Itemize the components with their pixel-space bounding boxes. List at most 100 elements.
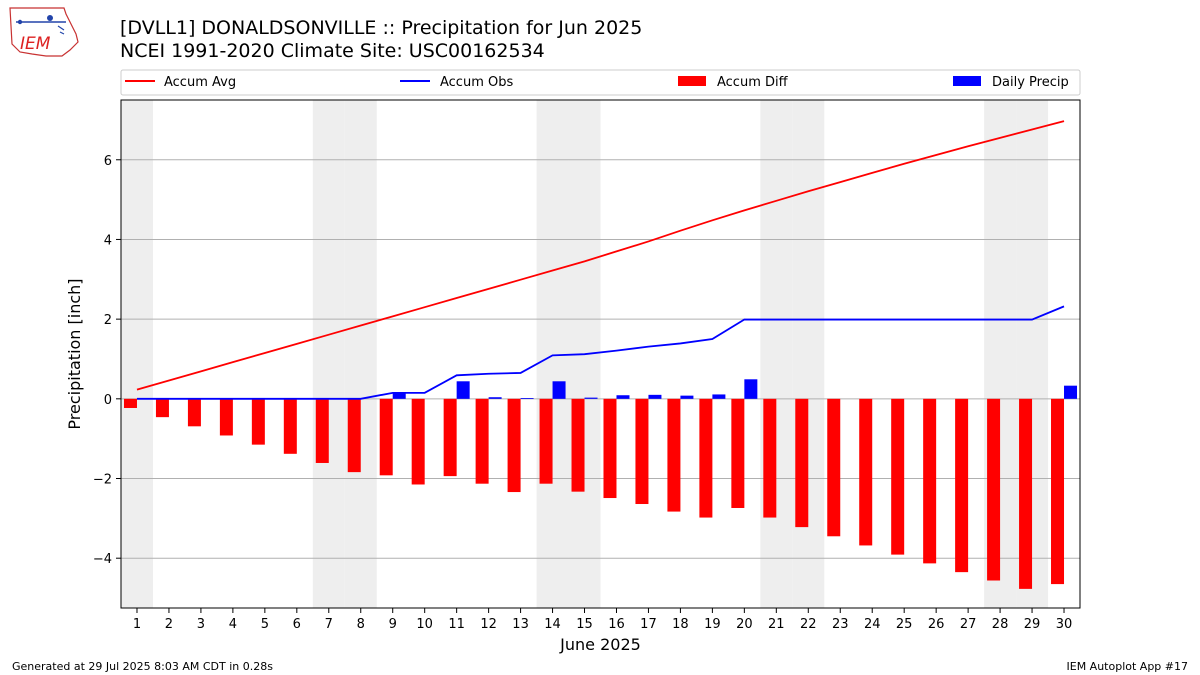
accum-obs-line <box>136 305 1065 400</box>
daily-precip-bar-day-20 <box>744 379 758 399</box>
daily-precip-bar-day-14 <box>552 381 566 399</box>
accum-diff-bar-day-21 <box>763 398 777 518</box>
daily-precip-bar-day-16 <box>616 395 630 399</box>
x-tick-label-16: 16 <box>608 617 625 632</box>
chart-title: [DVLL1] DONALDSONVILLE :: Precipitation … <box>120 17 643 39</box>
accum-diff-bar-day-10 <box>411 398 425 485</box>
x-tick-label-24: 24 <box>864 617 881 632</box>
x-tick-label-28: 28 <box>992 617 1009 632</box>
x-tick-label-26: 26 <box>928 617 945 632</box>
accum-diff-bar-day-8 <box>347 398 361 473</box>
accum-diff-bar-day-1 <box>123 398 137 408</box>
x-tick-label-13: 13 <box>512 617 529 632</box>
x-tick-label-22: 22 <box>800 617 817 632</box>
accum-diff-bar-day-6 <box>283 398 297 454</box>
x-tick-label-25: 25 <box>896 617 913 632</box>
chart-subtitle: NCEI 1991-2020 Climate Site: USC00162534 <box>120 40 545 62</box>
x-tick-label-10: 10 <box>416 617 433 632</box>
daily-precip-bar-day-30 <box>1064 385 1078 399</box>
legend-label-accum-avg: Accum Avg <box>164 75 236 90</box>
weekend-shade-day-14 <box>536 100 569 608</box>
accum-diff-bar-day-11 <box>443 398 457 477</box>
accum-diff-bar-day-15 <box>571 398 585 492</box>
legend-swatch-accum-diff <box>678 76 706 86</box>
x-tick-label-8: 8 <box>357 617 365 632</box>
weekend-shade-day-21 <box>760 100 793 608</box>
daily-precip-bar-day-15 <box>584 397 598 399</box>
weekend-shade-day-22 <box>792 100 825 608</box>
daily-precip-bar-day-17 <box>648 394 662 399</box>
y-tick-label-6: 6 <box>104 154 112 169</box>
accum-diff-bar-day-14 <box>539 398 553 484</box>
x-tick-label-6: 6 <box>293 617 301 632</box>
accum-diff-bar-day-24 <box>859 398 873 546</box>
daily-precip-bar-day-9 <box>392 392 406 399</box>
accum-diff-bar-day-18 <box>667 398 681 512</box>
y-axis-ticks: −4 −2 0 2 4 6 <box>93 154 121 567</box>
x-tick-label-20: 20 <box>736 617 753 632</box>
daily-precip-bar-day-19 <box>712 394 726 399</box>
accum-diff-bar-day-3 <box>187 398 201 427</box>
x-tick-label-27: 27 <box>960 617 977 632</box>
daily-precip-bar-day-12 <box>488 397 502 399</box>
accum-diff-bar-day-29 <box>1019 398 1033 589</box>
accum-diff-bar-day-22 <box>795 398 809 528</box>
x-axis-label: June 2025 <box>559 635 641 654</box>
y-tick-label-2: 2 <box>104 313 112 328</box>
iem-logo: IEM <box>9 7 79 57</box>
accum-diff-bar-day-2 <box>155 398 169 418</box>
legend-label-daily-precip: Daily Precip <box>992 75 1069 90</box>
x-tick-label-11: 11 <box>448 617 465 632</box>
x-tick-label-1: 1 <box>133 617 141 632</box>
plot-frame <box>120 99 1081 609</box>
accum-diff-bar-day-5 <box>251 398 265 445</box>
y-tick-label-0: 0 <box>104 393 112 408</box>
x-tick-label-17: 17 <box>640 617 657 632</box>
weekend-shade-day-8 <box>344 100 377 608</box>
daily-precip-bar-day-13 <box>520 398 534 399</box>
x-tick-label-19: 19 <box>704 617 721 632</box>
legend-frame <box>120 69 1081 96</box>
accum-diff-bar-day-13 <box>507 398 521 493</box>
accum-diff-bar-day-19 <box>699 398 713 518</box>
bars <box>123 379 1078 589</box>
weekend-shade-day-1 <box>121 100 153 608</box>
x-tick-label-3: 3 <box>197 617 205 632</box>
x-tick-label-23: 23 <box>832 617 849 632</box>
x-tick-label-14: 14 <box>544 617 561 632</box>
weekend-shade-day-7 <box>312 100 345 608</box>
accum-diff-bar-day-23 <box>827 398 841 537</box>
y-tick-label-4: 4 <box>104 233 112 248</box>
x-tick-label-21: 21 <box>768 617 785 632</box>
y-axis-label: Precipitation [inch] <box>65 278 84 429</box>
accum-diff-bar-day-25 <box>891 398 905 555</box>
footer-generated: Generated at 29 Jul 2025 8:03 AM CDT in … <box>12 660 273 673</box>
accum-diff-bar-day-17 <box>635 398 649 505</box>
x-tick-label-18: 18 <box>672 617 689 632</box>
accum-diff-bar-day-28 <box>987 398 1001 581</box>
legend-swatch-daily-precip <box>953 76 981 86</box>
x-tick-label-5: 5 <box>261 617 269 632</box>
daily-precip-bar-day-18 <box>680 395 694 399</box>
accum-diff-bar-day-9 <box>379 398 393 476</box>
x-tick-label-9: 9 <box>389 617 397 632</box>
footer-app: IEM Autoplot App #17 <box>1066 660 1189 673</box>
y-tick-label--2: −2 <box>93 473 112 488</box>
accum-diff-bar-day-26 <box>923 398 937 564</box>
y-tick-label--4: −4 <box>93 552 112 567</box>
accum-diff-bar-day-16 <box>603 398 617 499</box>
lines <box>136 120 1065 400</box>
accum-diff-bar-day-7 <box>315 398 329 463</box>
x-axis-ticks: 1 2 3 4 5 6 7 8 9 10 11 12 13 14 15 16 17 18 19 20 21 22 23 24 2… <box>133 608 1072 632</box>
accum-diff-bar-day-12 <box>475 398 489 484</box>
legend-label-accum-diff: Accum Diff <box>717 75 789 90</box>
legend: Accum Avg Accum Obs Accum Diff Daily Pre… <box>120 69 1081 96</box>
accum-diff-bar-day-20 <box>731 398 745 508</box>
x-tick-label-30: 30 <box>1056 617 1073 632</box>
legend-label-accum-obs: Accum Obs <box>440 75 513 90</box>
x-tick-label-2: 2 <box>165 617 173 632</box>
iem-logo-text: IEM <box>20 34 51 54</box>
x-tick-label-29: 29 <box>1024 617 1041 632</box>
accum-avg-line <box>136 120 1065 391</box>
